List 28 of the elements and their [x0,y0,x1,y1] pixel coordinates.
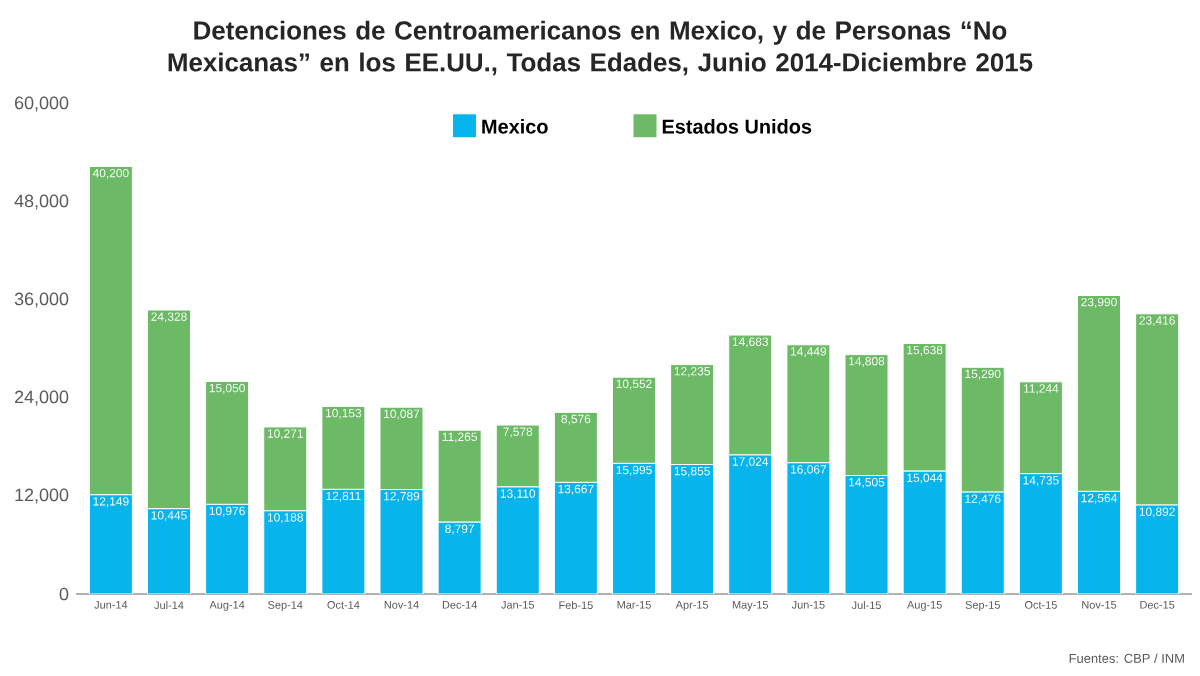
y-tick-label: 48,000 [14,194,69,210]
bar [146,508,192,594]
bar [786,462,831,594]
y-tick-label: 60,000 [15,96,69,112]
bar [670,464,715,594]
bar [960,491,1005,594]
bar [437,521,482,594]
y-tick-label: 0 [59,587,69,601]
bar [321,488,366,594]
bar [902,470,947,594]
chart-title: Detenciones de Centroamericanos en Mexico, y de Personas “No Mexicanas” en los EE.UU., Todas Edades, Junio 2014-Diciembre 2015 [168,20,1033,76]
legend-label: Estados Unidos [662,119,812,134]
bar [844,475,889,594]
bar [379,489,424,594]
bar [728,454,773,594]
bar [1018,473,1063,594]
bar [205,503,250,594]
bar [263,510,308,594]
y-tick-label: 12,000 [15,488,69,504]
y-tick-label: 36,000 [14,292,69,308]
y-tick-label: 24,000 [15,390,69,406]
bar [88,494,133,594]
bar [612,462,657,594]
legend-label: Mexico [482,119,548,134]
bar [1135,504,1180,594]
bar [1077,490,1122,594]
bar [553,481,598,594]
bar [495,486,540,594]
